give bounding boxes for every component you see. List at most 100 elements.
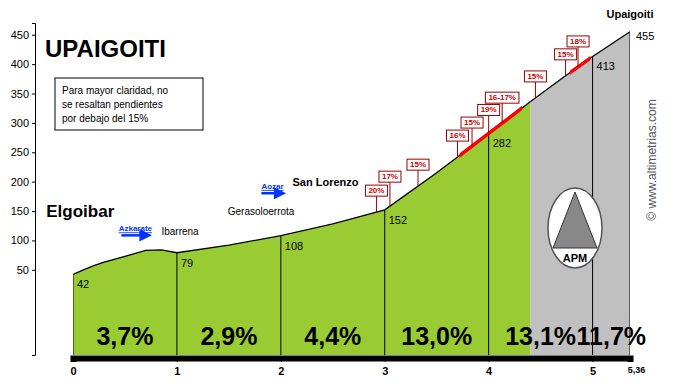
sign-label: Aozar [261, 182, 283, 191]
sign-label: Azkarate [119, 224, 153, 233]
elevation-label: 79 [181, 257, 193, 269]
y-tick-mark [32, 94, 35, 95]
x-tick: 5,36 [628, 358, 646, 375]
place-label: Gerasoloerrota [228, 206, 295, 217]
flag-box [365, 185, 387, 196]
x-tick-label: 4 [486, 365, 493, 377]
y-tick-label: 450 [11, 29, 29, 41]
steep-flag: 19% [478, 104, 500, 133]
y-tick: 350 [11, 88, 35, 100]
road-sign: Azkarate [119, 224, 153, 235]
flag-box [379, 171, 401, 182]
chart-container: 501001502002503003504004500123455,363,7%… [0, 0, 675, 390]
flag-pole [565, 60, 566, 76]
logo-mountain [553, 192, 597, 248]
x-tick: 1 [174, 358, 180, 377]
place-label: Upaigoiti [606, 8, 653, 20]
segment-gradient: 4,4% [304, 322, 361, 350]
y-tick-label: 200 [11, 176, 29, 188]
place-label: Ibarrena [161, 226, 199, 237]
note-line: por debajo del 15% [62, 113, 148, 124]
credit: © www.altimetrias.com [645, 99, 659, 221]
y-tick-label: 400 [11, 58, 29, 70]
flag-label: 19% [481, 105, 497, 114]
x-tick-label: 5,36 [628, 365, 646, 375]
flag-box [407, 159, 429, 170]
x-tick: 4 [486, 358, 493, 377]
note: Para mayor claridad, nose resaltan pendi… [55, 78, 203, 130]
x-tick-label: 0 [70, 365, 76, 377]
flag-box [478, 104, 500, 115]
flag-label: 15% [558, 50, 574, 59]
steep-flag: 18% [567, 36, 589, 67]
title: UPAIGOITI [45, 35, 166, 62]
steep-flag: 16% [446, 130, 468, 157]
chart-svg: 501001502002503003504004500123455,363,7%… [0, 0, 675, 390]
flag-label: 16-17% [488, 93, 516, 102]
x-tick-label: 5 [590, 365, 596, 377]
km-line [73, 274, 74, 355]
steep-flag: 17% [379, 171, 401, 206]
x-tick-mark [177, 358, 178, 362]
annotations: 3,7%2,9%4,4%13,0%13,1%11,7%4279108152282… [45, 8, 659, 350]
flag-label: 15% [527, 72, 543, 81]
flag-box [567, 36, 589, 47]
steep-section [570, 32, 591, 275]
elevation-label: 282 [493, 137, 511, 149]
flag-pole [472, 128, 473, 146]
x-tick: 0 [70, 358, 76, 377]
flag-pole [578, 47, 579, 67]
steep-flag: 20% [365, 185, 387, 212]
y-axis-line [32, 24, 36, 356]
y-tick-label: 350 [11, 88, 29, 100]
elevation-label: 413 [597, 60, 615, 72]
logo-badge [548, 188, 602, 268]
flag-box [555, 49, 577, 60]
y-tick: 450 [11, 29, 35, 41]
x-tick-mark [281, 358, 282, 362]
y-tick-mark [32, 35, 35, 36]
y-axis: 50100150200250300350400450 [11, 24, 36, 356]
steep-section [460, 32, 522, 275]
y-tick: 300 [11, 117, 35, 129]
x-tick: 3 [382, 358, 388, 377]
sign-arrow [121, 234, 149, 237]
y-tick: 200 [11, 176, 35, 188]
segment-gradient: 13,1% [505, 322, 576, 350]
logo-label: APM [563, 252, 587, 264]
y-tick-mark [32, 240, 35, 241]
y-tick: 400 [11, 58, 35, 70]
steep-flag: 15% [555, 49, 577, 76]
y-tick-mark [32, 152, 35, 153]
flag-pole [418, 170, 419, 186]
km-line [384, 210, 385, 355]
y-tick: 150 [11, 205, 35, 217]
km-line [630, 32, 631, 355]
y-tick: 100 [11, 234, 35, 246]
x-tick: 5 [590, 358, 596, 377]
y-tick-label: 150 [11, 205, 29, 217]
x-tick-mark [593, 358, 594, 362]
flag-pole [502, 103, 503, 123]
note-box [55, 78, 203, 130]
flag-box [485, 92, 519, 103]
steep-flag: 15% [524, 71, 546, 98]
y-tick-mark [32, 123, 35, 124]
x-tick-label: 1 [174, 365, 180, 377]
sign-arrow [261, 192, 283, 195]
elevation-label: 455 [636, 30, 654, 42]
place-label: Elgoibar [46, 202, 114, 221]
note-line: Para mayor claridad, no [62, 85, 169, 96]
km-line [176, 253, 177, 355]
steep-flag: 15% [407, 159, 429, 186]
y-tick-label: 250 [11, 146, 29, 158]
km-line [488, 133, 489, 355]
flag-label: 15% [464, 118, 480, 127]
elevation-label: 42 [77, 278, 89, 290]
y-tick: 250 [11, 146, 35, 158]
x-tick: 2 [278, 358, 284, 377]
elevation-label: 152 [389, 214, 407, 226]
road-sign: Aozar [261, 182, 283, 193]
steep-line [570, 32, 591, 102]
profile-area [73, 102, 530, 355]
